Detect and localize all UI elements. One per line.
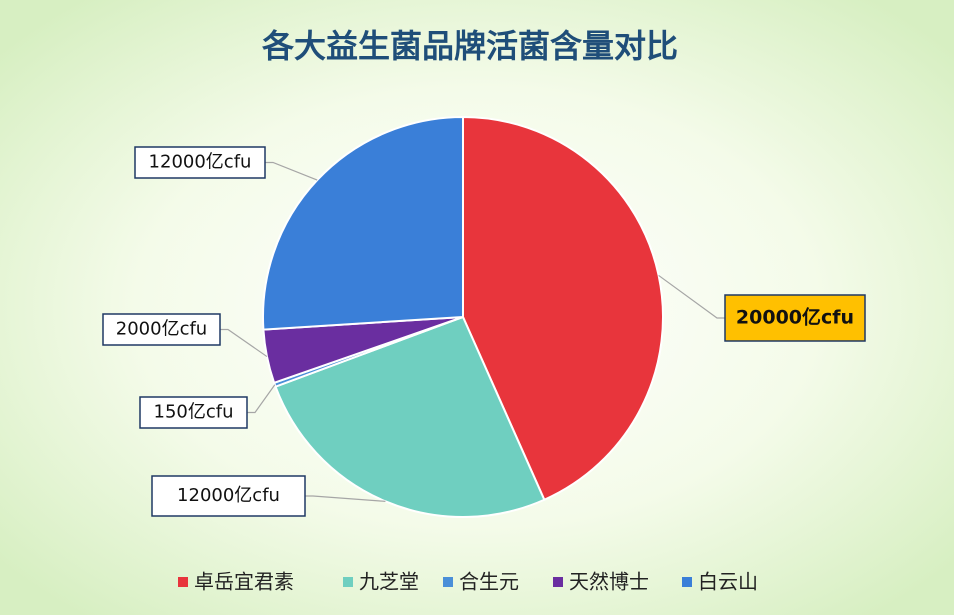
leader-line	[247, 384, 276, 414]
legend-label: 天然博士	[569, 570, 649, 594]
leader-line	[658, 274, 725, 319]
data-label: 2000亿cfu	[116, 319, 207, 340]
pie-slice	[462, 115, 664, 502]
leader-line	[265, 161, 318, 181]
data-label: 20000亿cfu	[736, 306, 854, 329]
data-label: 150亿cfu	[154, 402, 234, 423]
label-box	[139, 396, 248, 429]
leader-line	[305, 495, 386, 502]
legend-marker	[553, 577, 563, 587]
legend-marker	[178, 577, 188, 587]
label-box	[724, 294, 866, 342]
legend-marker	[443, 577, 453, 587]
legend-marker	[682, 577, 692, 587]
data-label: 12000亿cfu	[149, 152, 252, 173]
legend-label: 九芝堂	[359, 570, 419, 594]
leader-line	[220, 328, 268, 358]
chart-title: 各大益生菌品牌活菌含量对比	[262, 27, 678, 65]
label-box	[134, 146, 266, 179]
label-box	[151, 475, 306, 517]
legend-label: 白云山	[698, 570, 758, 594]
data-label: 12000亿cfu	[177, 485, 280, 506]
legend-label: 卓岳宜君素	[194, 570, 294, 594]
legend-label: 合生元	[459, 570, 519, 594]
legend-marker	[343, 577, 353, 587]
label-box	[102, 313, 221, 346]
